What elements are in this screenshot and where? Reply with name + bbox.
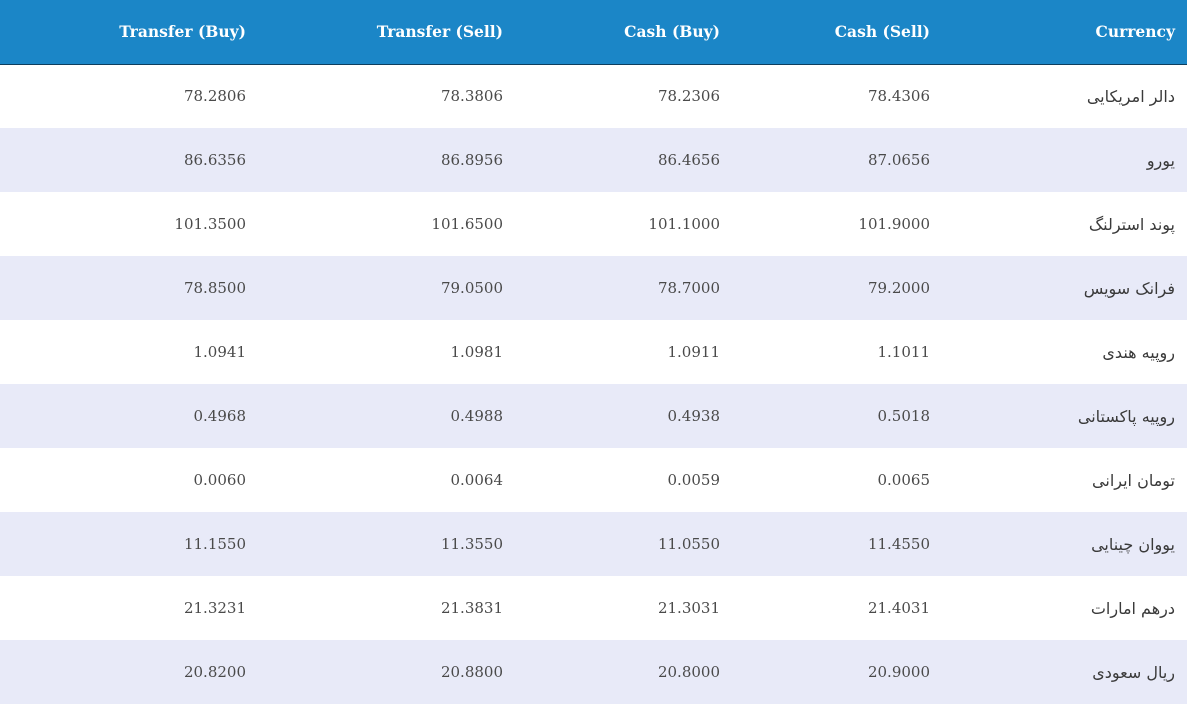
cell-currency-name: یووان چینایی: [1091, 534, 1175, 554]
header-cash-sell: Cash (Sell): [736, 0, 946, 65]
cell-currency-name: پوند استرلنگ: [1088, 214, 1175, 234]
cell-transfer-buy: 1.0941: [193, 343, 247, 361]
cell-cash-buy: 78.2306: [657, 87, 720, 106]
cell-cash-buy: 11.0550: [657, 535, 720, 553]
cell-transfer-sell: 79.0500: [440, 279, 503, 297]
cell-cash-buy: 86.4656: [657, 151, 720, 169]
table-body: 78.2806 78.3806 78.2306 78.4306 دالر امریکای…: [0, 64, 1187, 704]
cell-currency-name: روپیه هندی: [1102, 342, 1175, 362]
cell-transfer-sell: 0.4988: [450, 407, 504, 425]
cell-cash-buy: 101.1000: [648, 215, 720, 233]
cell-transfer-buy: 78.2806: [183, 87, 246, 106]
cell-cash-sell: 20.9000: [867, 663, 930, 681]
cell-transfer-sell: 78.3806: [440, 87, 503, 106]
cell-transfer-buy: 0.0060: [193, 471, 247, 489]
cell-transfer-buy: 0.4968: [193, 407, 247, 425]
cell-cash-sell: 11.4550: [867, 535, 930, 553]
cell-currency-name: درهم امارات: [1090, 598, 1175, 618]
table-header: Transfer (Buy) Transfer (Sell) Cash (Buy…: [0, 0, 1187, 65]
cell-cash-buy: 21.3031: [657, 599, 720, 617]
cell-transfer-sell: 101.6500: [431, 215, 503, 233]
cell-transfer-sell: 21.3831: [440, 599, 503, 617]
cell-transfer-buy: 78.8500: [183, 279, 246, 297]
header-cash-buy: Cash (Buy): [519, 0, 736, 65]
cell-currency-name: فرانک سویس: [1083, 278, 1175, 298]
table-row: 21.3231 21.3831 21.3031 21.4031 درهم امارات: [0, 576, 1187, 640]
header-row: Transfer (Buy) Transfer (Sell) Cash (Buy…: [0, 0, 1187, 65]
table-row: 86.6356 86.8956 86.4656 87.0656 یورو: [0, 128, 1187, 192]
cell-cash-sell: 1.1011: [877, 343, 931, 361]
cell-transfer-buy: 11.1550: [183, 535, 246, 553]
table-row: 78.2806 78.3806 78.2306 78.4306 دالر امریکای…: [0, 64, 1187, 128]
cell-currency-name: یورو: [1146, 150, 1175, 170]
header-transfer-buy: Transfer (Buy): [0, 0, 262, 65]
table-row: 1.0941 1.0981 1.0911 1.1011 روپیه هندی: [0, 320, 1187, 384]
table-row: 78.8500 79.0500 78.7000 79.2000 فرانک سویس: [0, 256, 1187, 320]
header-currency: Currency: [946, 0, 1187, 65]
cell-cash-sell: 79.2000: [867, 279, 930, 297]
cell-transfer-sell: 11.3550: [440, 535, 503, 553]
cell-cash-sell: 0.5018: [877, 407, 931, 425]
cell-currency-name: روپیه پاکستانی: [1077, 406, 1175, 426]
table-row: 20.8200 20.8800 20.8000 20.9000 ریال سعودی: [0, 640, 1187, 704]
cell-cash-buy: 78.7000: [657, 279, 720, 297]
table-row: 0.0060 0.0064 0.0059 0.0065 تومان ایرانی: [0, 448, 1187, 512]
cell-currency-name: دالر امریکایی: [1086, 86, 1175, 106]
cell-transfer-sell: 1.0981: [450, 343, 504, 361]
cell-transfer-buy: 20.8200: [183, 663, 246, 681]
header-transfer-sell: Transfer (Sell): [262, 0, 519, 65]
cell-currency-name: تومان ایرانی: [1092, 470, 1175, 490]
cell-transfer-sell: 20.8800: [440, 663, 503, 681]
cell-currency-name: ریال سعودی: [1092, 662, 1175, 682]
cell-cash-buy: 0.4938: [667, 407, 721, 425]
cell-transfer-sell: 86.8956: [440, 151, 503, 169]
cell-cash-sell: 101.9000: [858, 215, 930, 233]
cell-cash-buy: 20.8000: [657, 663, 720, 681]
cell-transfer-buy: 101.3500: [174, 215, 246, 233]
cell-cash-buy: 0.0059: [667, 471, 721, 489]
table-row: 0.4968 0.4988 0.4938 0.5018 روپیه پاکستانی: [0, 384, 1187, 448]
cell-cash-buy: 1.0911: [667, 343, 721, 361]
cell-transfer-buy: 21.3231: [183, 599, 246, 617]
cell-cash-sell: 21.4031: [867, 599, 930, 617]
table-row: 101.3500 101.6500 101.1000 101.9000 پوند است…: [0, 192, 1187, 256]
cell-transfer-sell: 0.0064: [450, 471, 504, 489]
cell-cash-sell: 0.0065: [877, 471, 931, 489]
cell-cash-sell: 78.4306: [867, 87, 930, 106]
table-row: 11.1550 11.3550 11.0550 11.4550 یووان چینایی: [0, 512, 1187, 576]
cell-transfer-buy: 86.6356: [183, 151, 246, 169]
cell-cash-sell: 87.0656: [867, 151, 930, 169]
